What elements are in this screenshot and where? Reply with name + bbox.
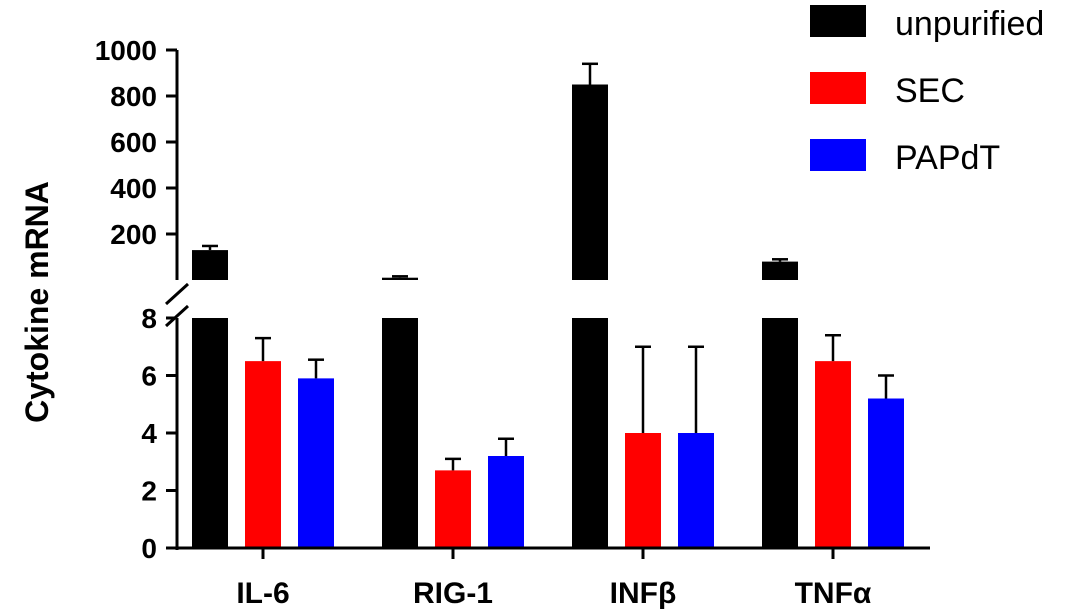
bar-papdt-il-6	[298, 378, 334, 548]
bar-lower-unpurified-il-6	[192, 318, 228, 548]
bar-lower-unpurified-rig-1	[382, 318, 418, 548]
axis-break-mark	[164, 304, 190, 328]
bar-papdt-tnf-	[868, 398, 904, 548]
y-tick-label-6: 6	[141, 361, 157, 392]
bar-upper-unpurified-tnf-	[762, 261, 798, 280]
bar-upper-unpurified-il-6	[192, 250, 228, 280]
y-tick-label-1000: 1000	[95, 35, 157, 66]
legend: unpurified SEC PAPdT	[810, 5, 1044, 177]
x-category-label: TNFα	[795, 577, 872, 610]
y-tick-label-0: 0	[141, 533, 157, 564]
bar-upper-unpurified-inf-	[572, 84, 608, 280]
y-tick-label-2: 2	[141, 476, 157, 507]
bar-upper-unpurified-rig-1	[382, 277, 418, 280]
y-tick-label-600: 600	[110, 127, 157, 158]
y-tick-label-200: 200	[110, 219, 157, 250]
legend-label-unpurified: unpurified	[895, 5, 1044, 43]
x-category-label: INFβ	[610, 577, 677, 610]
bar-sec-inf-	[625, 433, 661, 548]
y-tick-label-800: 800	[110, 81, 157, 112]
y-tick-label-400: 400	[110, 173, 157, 204]
legend-swatch-papdt	[810, 139, 866, 171]
bars-layer	[192, 84, 904, 548]
bar-lower-unpurified-inf-	[572, 318, 608, 548]
x-category-label: IL-6	[236, 577, 289, 610]
bar-papdt-rig-1	[488, 456, 524, 548]
y-tick-label-4: 4	[141, 418, 157, 449]
axis-break-mark	[164, 282, 190, 306]
bar-sec-il-6	[245, 361, 281, 548]
bar-sec-rig-1	[435, 470, 471, 548]
x-category-label: RIG-1	[413, 577, 493, 610]
bar-lower-unpurified-tnf-	[762, 318, 798, 548]
bar-papdt-inf-	[678, 433, 714, 548]
legend-swatch-sec	[810, 72, 866, 104]
bar-sec-tnf-	[815, 361, 851, 548]
labels-layer: 0 2 4 6 8 200 400 600 800 1000 IL-6 RIG-1 INFβ TNFα Cy…	[19, 35, 872, 610]
error-bars-layer	[202, 62, 894, 471]
legend-swatch-unpurified	[810, 5, 866, 37]
axes-layer	[164, 48, 930, 559]
y-axis-title: Cytokine mRNA	[19, 181, 55, 423]
legend-label-papdt: PAPdT	[895, 139, 1000, 177]
legend-label-sec: SEC	[895, 72, 965, 110]
y-tick-label-8: 8	[141, 303, 157, 334]
